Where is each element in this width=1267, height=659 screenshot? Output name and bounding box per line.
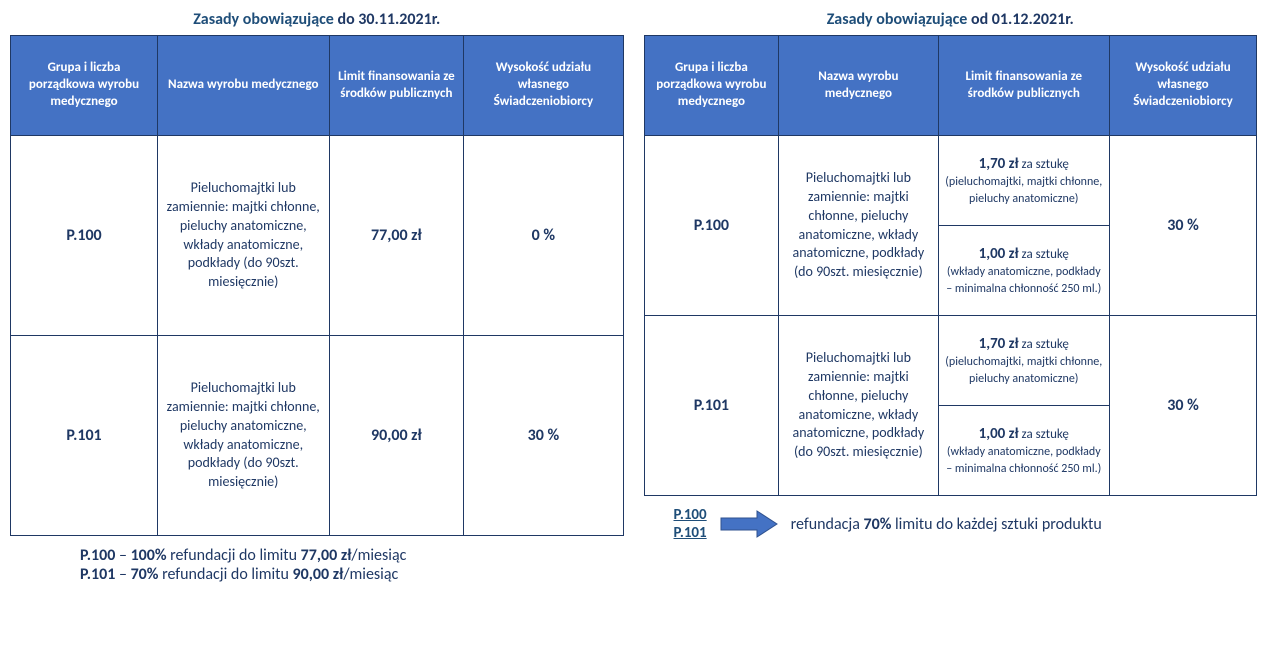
footer-pct: 70% <box>863 515 891 534</box>
header-row: Grupa i liczba porządkowa wyrobu medyczn… <box>11 36 624 136</box>
footer-codes: P.100 P.101 <box>674 506 707 542</box>
cell-desc: Pieluchomajtki lub zamiennie: majtki chł… <box>158 336 330 536</box>
footer-code-2: P.101 <box>674 524 707 542</box>
cell-code: P.100 <box>644 136 779 316</box>
cell-limit-a: 1,70 zł za sztukę (pieluchomajtki, majtk… <box>938 136 1110 226</box>
col-limit: Limit finansowania ze środków publicznyc… <box>329 36 464 136</box>
table-row: P.101 Pieluchomajtki lub zamiennie: majt… <box>644 316 1257 406</box>
cell-desc: Pieluchomajtki lub zamiennie: majtki chł… <box>779 316 938 496</box>
footer-code: P.100 <box>80 546 115 565</box>
footer-line-2: P.101 – 70% refundacji do limitu 90,00 z… <box>80 565 624 584</box>
cell-limit: 90,00 zł <box>329 336 464 536</box>
footer-line-1: P.100 – 100% refundacji do limitu 77,00 … <box>80 546 624 565</box>
arrow-right-icon <box>719 509 779 539</box>
footer-pct: 100% <box>131 546 167 565</box>
footer-val: 90,00 zł <box>293 565 344 584</box>
footer-code-1: P.100 <box>674 506 707 524</box>
table-after: Grupa i liczba porządkowa wyrobu medyczn… <box>644 35 1258 496</box>
cell-code: P.100 <box>11 136 158 336</box>
col-group: Grupa i liczba porządkowa wyrobu medyczn… <box>11 36 158 136</box>
cell-pct: 30 % <box>464 336 623 536</box>
col-limit: Limit finansowania ze środków publicznyc… <box>938 36 1110 136</box>
title-prefix: Zasady obowiązujące <box>827 10 971 29</box>
comparison-container: Zasady obowiązujące do 30.11.2021r. Grup… <box>10 10 1257 584</box>
col-name: Nazwa wyrobu medycznego <box>158 36 330 136</box>
footer-pct: 70% <box>131 565 159 584</box>
cell-code: P.101 <box>644 316 779 496</box>
footer-text: refundacja 70% limitu do każdej sztuki p… <box>791 515 1102 534</box>
footer-before: P.100 – 100% refundacji do limitu 77,00 … <box>10 546 624 584</box>
footer-val: 77,00 zł <box>301 546 352 565</box>
table-row: P.101 Pieluchomajtki lub zamiennie: majt… <box>11 336 624 536</box>
cell-limit-b: 1,00 zł za sztukę (wkłady anatomiczne, p… <box>938 406 1110 496</box>
col-group: Grupa i liczba porządkowa wyrobu medyczn… <box>644 36 779 136</box>
title-prefix: Zasady obowiązujące <box>193 10 337 29</box>
cell-pct: 30 % <box>1110 316 1257 496</box>
table-row: P.100 Pieluchomajtki lub zamiennie: majt… <box>644 136 1257 226</box>
cell-code: P.101 <box>11 336 158 536</box>
title-date: do 30.11.2021r. <box>337 10 440 29</box>
cell-pct: 30 % <box>1110 136 1257 316</box>
col-name: Nazwa wyrobu medycznego <box>779 36 938 136</box>
col-share: Wysokość udziału własnego Świadczeniobio… <box>464 36 623 136</box>
cell-limit-b: 1,00 zł za sztukę (wkłady anatomiczne, p… <box>938 226 1110 316</box>
col-share: Wysokość udziału własnego Świadczeniobio… <box>1110 36 1257 136</box>
panel-before: Zasady obowiązujące do 30.11.2021r. Grup… <box>10 10 624 584</box>
title-date: od 01.12.2021r. <box>971 10 1074 29</box>
cell-desc: Pieluchomajtki lub zamiennie: majtki chł… <box>779 136 938 316</box>
header-row: Grupa i liczba porządkowa wyrobu medyczn… <box>644 36 1257 136</box>
panel-before-title: Zasady obowiązujące do 30.11.2021r. <box>10 10 624 29</box>
footer-after: P.100 P.101 refundacja 70% limitu do każ… <box>644 506 1258 542</box>
table-before: Grupa i liczba porządkowa wyrobu medyczn… <box>10 35 624 536</box>
footer-code: P.101 <box>80 565 115 584</box>
cell-pct: 0 % <box>464 136 623 336</box>
cell-desc: Pieluchomajtki lub zamiennie: majtki chł… <box>158 136 330 336</box>
panel-after: Zasady obowiązujące od 01.12.2021r. Grup… <box>644 10 1258 584</box>
table-row: P.100 Pieluchomajtki lub zamiennie: majt… <box>11 136 624 336</box>
cell-limit-a: 1,70 zł za sztukę (pieluchomajtki, majtk… <box>938 316 1110 406</box>
panel-after-title: Zasady obowiązujące od 01.12.2021r. <box>644 10 1258 29</box>
cell-limit: 77,00 zł <box>329 136 464 336</box>
